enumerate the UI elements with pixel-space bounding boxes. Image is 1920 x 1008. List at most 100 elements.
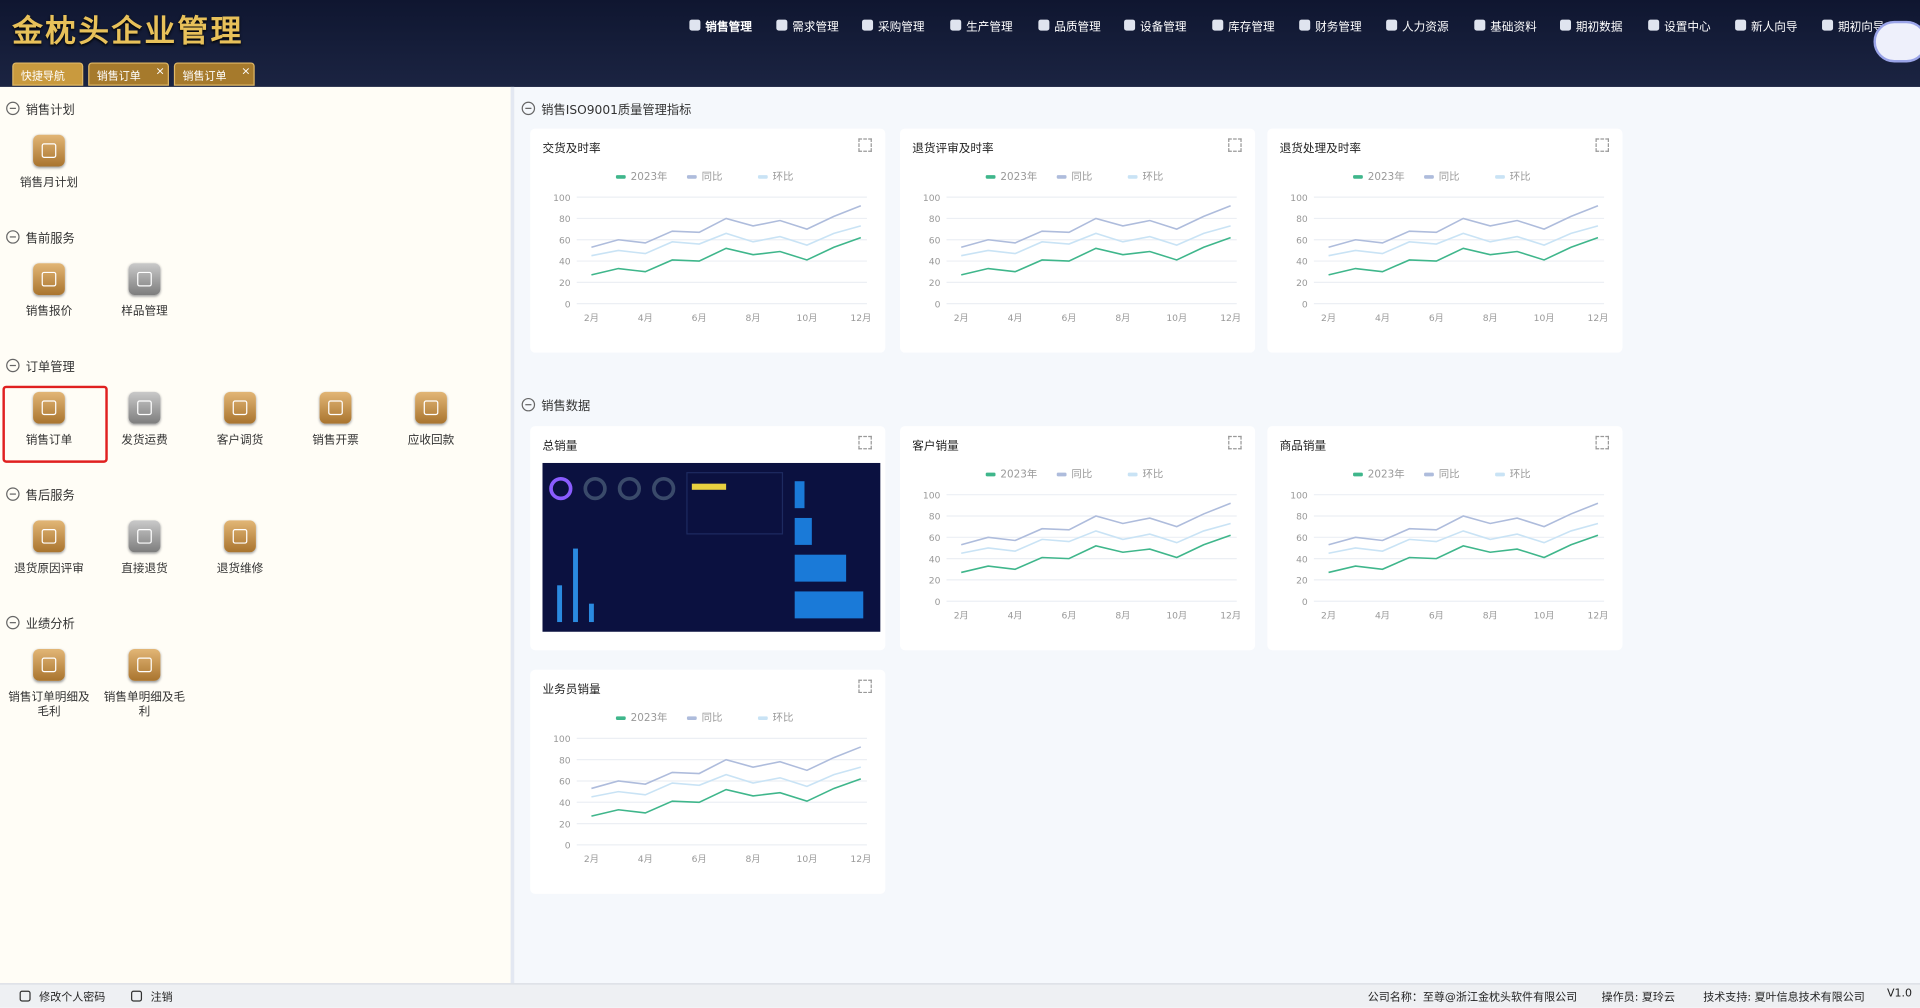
nav-item[interactable]: 销售管理 [705,20,752,35]
footer-link[interactable]: 修改个人密码 [39,991,106,1005]
chart-title: 退货处理及时率 [1279,142,1362,156]
legend-label: 环比 [1142,170,1163,183]
expand-icon[interactable] [1595,138,1609,152]
menu-icon[interactable] [33,520,65,553]
corner-button[interactable] [1873,20,1920,63]
nav-icon[interactable] [1560,19,1572,31]
menu-icon[interactable] [319,391,352,424]
chart-panel: 交货及时率 0 20 40 60 80 100 2月 4月 6月 8月 10月 12月 2023年 同比 环比 [530,128,886,353]
collapse-icon[interactable] [6,101,20,116]
nav-item[interactable]: 库存管理 [1228,20,1275,35]
nav-item[interactable]: 品质管理 [1054,20,1101,35]
menu-icon[interactable] [224,391,256,424]
nav-icon[interactable] [1212,19,1224,31]
menu-label[interactable]: 应收回款 [407,433,455,447]
chart-title: 交货及时率 [542,142,601,156]
nav-item[interactable]: 新人向导 [1751,20,1798,35]
nav-icon[interactable] [689,19,701,31]
nav-item[interactable]: 期初数据 [1575,20,1623,35]
thumb-hbar [794,517,812,545]
menu-label[interactable]: 退货原因评审 [14,562,84,576]
section-title: 售前服务 [25,232,75,247]
menu-icon[interactable] [224,520,256,553]
nav-item[interactable]: 期初向导 [1837,20,1885,35]
nav-item[interactable]: 财务管理 [1315,20,1362,35]
menu-icon[interactable] [415,391,447,424]
collapse-icon[interactable] [6,230,20,244]
menu-label[interactable]: 发货运费 [121,433,168,447]
menu-label[interactable]: 退货维修 [216,562,264,576]
collapse-icon[interactable] [6,615,20,630]
menu-icon[interactable] [33,134,65,167]
panel-title: 总销量 [542,439,578,454]
expand-icon[interactable] [858,435,872,450]
nav-icon[interactable] [1735,19,1747,31]
y-tick-label: 0 [1302,299,1308,310]
sidebar [0,86,515,984]
menu-icon-inner [232,528,248,544]
collapse-icon[interactable] [6,487,20,501]
nav-icon[interactable] [1474,19,1486,31]
tab[interactable]: 销售订单 × [88,62,169,86]
menu-label[interactable]: 销售月计划 [19,176,79,190]
nav-icon[interactable] [950,19,962,31]
expand-icon[interactable] [858,679,872,694]
logo: 金枕头企业管理 [12,13,244,49]
footer-link[interactable]: 注销 [150,991,173,1005]
tab-close[interactable]: × [241,66,251,79]
nav-icon[interactable] [776,19,788,31]
collapse-icon[interactable] [521,101,536,116]
nav-icon[interactable] [1038,19,1050,31]
tab[interactable]: 快捷导航 [12,62,84,86]
chart-panel: 退货处理及时率 0 20 40 60 80 100 2月 4月 6月 8月 10月 12月 2023年 同比… [1267,128,1623,353]
expand-icon[interactable] [1228,435,1242,450]
tab-close[interactable]: × [155,66,165,79]
tab[interactable]: 销售订单 × [173,62,255,86]
nav-item[interactable]: 人力资源 [1402,20,1449,35]
menu-icon[interactable] [128,648,161,681]
menu-label[interactable]: 客户调货 [216,433,264,447]
menu-icon[interactable] [128,263,161,296]
menu-icon[interactable] [33,391,65,424]
nav-icon[interactable] [1822,19,1834,31]
menu-label[interactable]: 销售报价 [25,304,73,319]
expand-icon[interactable] [1228,138,1242,152]
expand-icon[interactable] [1595,435,1609,450]
collapse-icon[interactable] [521,397,536,412]
chart: 0 20 40 60 80 100 2月 4月 6月 8月 10月 12月 2023年 同比 环比 [923,170,1241,324]
nav-icon[interactable] [1124,19,1136,31]
nav-item[interactable]: 需求管理 [792,20,839,35]
footer-icon[interactable] [131,990,143,1002]
menu-icon[interactable] [33,648,65,681]
collapse-dash [525,107,532,109]
y-tick-label: 80 [929,512,941,523]
nav-icon[interactable] [1299,19,1311,31]
legend-label: 2023年 [631,711,668,724]
menu-label[interactable]: 直接退货 [121,562,168,576]
nav-item[interactable]: 设备管理 [1140,20,1187,35]
menu-label[interactable]: 销售订单 [25,433,73,447]
x-tick-label: 6月 [692,313,707,324]
legend-swatch [1127,472,1138,477]
x-tick-label: 12月 [850,313,871,324]
menu-icon[interactable] [128,391,161,424]
menu-label[interactable]: 销售订单明细及毛利 [8,690,90,719]
x-tick-label: 2月 [1321,313,1336,324]
legend-label: 2023年 [1368,170,1405,183]
footer-icon[interactable] [19,990,31,1002]
collapse-icon[interactable] [6,358,20,373]
menu-label[interactable]: 销售单明细及毛利 [103,690,186,719]
menu-icon[interactable] [33,263,65,296]
nav-item[interactable]: 生产管理 [966,20,1013,35]
menu-label[interactable]: 销售开票 [312,433,359,447]
nav-item[interactable]: 基础资料 [1490,20,1537,35]
menu-label[interactable]: 样品管理 [121,304,168,319]
menu-icon[interactable] [128,520,161,553]
nav-item[interactable]: 设置中心 [1664,20,1711,35]
nav-item[interactable]: 采购管理 [877,20,925,35]
expand-icon[interactable] [858,138,872,152]
nav-icon[interactable] [862,19,874,31]
chart: 0 20 40 60 80 100 2月 4月 6月 8月 10月 12月 2023年 同比 环比 [553,170,871,324]
nav-icon[interactable] [1386,19,1398,31]
nav-icon[interactable] [1648,19,1660,31]
